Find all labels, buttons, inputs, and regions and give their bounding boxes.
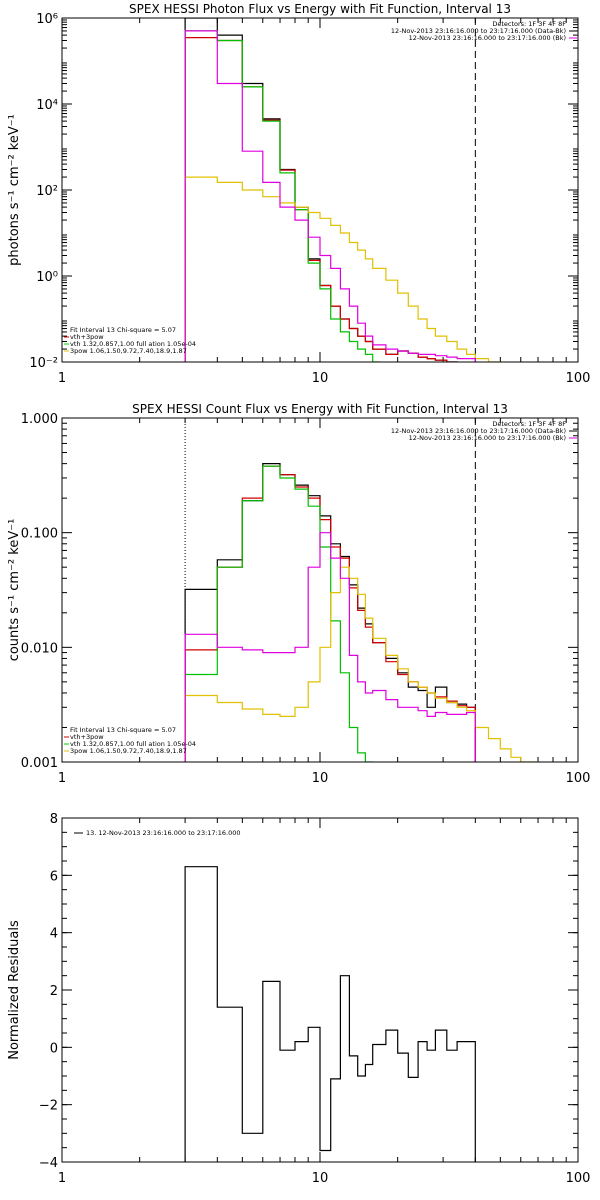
legend-entry: Detectors: 1F 3F 4F 8F <box>492 420 566 428</box>
x-tick-label: 1 <box>58 771 66 786</box>
photon-flux-panel: SPEX HESSI Photon Flux vs Energy with Fi… <box>7 2 590 386</box>
y-axis-label: photons s⁻¹ cm⁻² keV⁻¹ <box>7 114 22 266</box>
series-line-3 <box>184 176 501 362</box>
y-tick-label: 8 <box>50 812 58 827</box>
y-tick-label: 10⁰ <box>36 270 58 285</box>
legend-entry: vth 1.32,0.857,1.00 full ation 1.05e-04 <box>70 740 196 748</box>
x-tick-label: 100 <box>566 371 591 386</box>
legend-entry: 3pow 1.06,1.50,9.72,7.40,18.9,1.87 <box>70 347 187 355</box>
count-flux-panel: SPEX HESSI Count Flux vs Energy with Fit… <box>7 402 590 786</box>
y-axis-label: Normalized Residuals <box>7 920 22 1060</box>
series-line-0 <box>184 866 476 1162</box>
series-line-4 <box>184 30 476 362</box>
legend-entry: 12-Nov-2013 23:16:16.000 to 23:17:16.000… <box>409 434 566 442</box>
chart-title: SPEX HESSI Photon Flux vs Energy with Fi… <box>129 2 511 16</box>
series-line-1 <box>184 37 458 362</box>
series-line-3 <box>184 566 539 762</box>
x-tick-label: 100 <box>566 771 591 786</box>
y-tick-label: 0.001 <box>21 756 58 771</box>
plot-frame <box>61 817 579 1163</box>
y-tick-label: 0 <box>50 1041 58 1056</box>
residuals-panel: Normalized Residuals 1 10 100 8 6 4 2 0 −2 −4 13. 1… <box>7 812 590 1186</box>
y-tick-label: 10² <box>36 184 58 199</box>
y-tick-label: −4 <box>39 1156 58 1171</box>
x-tick-label: 10 <box>312 371 329 386</box>
y-tick-label: 1.000 <box>21 412 58 427</box>
y-tick-label: 6 <box>50 869 58 884</box>
chart-title: SPEX HESSI Count Flux vs Energy with Fit… <box>132 402 508 416</box>
plot-frame <box>61 17 579 363</box>
series-line-0 <box>184 463 476 762</box>
legend-entry: vth+3pow <box>70 733 104 741</box>
y-tick-label: 0.010 <box>21 641 58 656</box>
series-line-2 <box>184 465 374 762</box>
plot-frame <box>61 417 579 763</box>
y-tick-label: 4 <box>50 927 58 942</box>
series-line-2 <box>184 30 381 362</box>
x-tick-label: 1 <box>58 371 66 386</box>
y-tick-label: 10⁶ <box>36 12 58 27</box>
legend-entry: 13. 12-Nov-2013 23:16:16.000 to 23:17:16… <box>86 829 240 837</box>
x-tick-label: 10 <box>312 771 329 786</box>
legend-entry: 12-Nov-2013 23:16:16.000 to 23:17:16.000… <box>409 34 566 42</box>
y-tick-label: 10⁻² <box>29 356 58 371</box>
y-tick-label: 10⁴ <box>36 98 58 113</box>
legend-entry: Fit Interval 13 Chi-square = 5.07 <box>70 326 176 334</box>
legend-entry: 12-Nov-2013 23:16:16.000 to 23:17:16.000… <box>391 427 566 435</box>
x-tick-label: 100 <box>566 1171 591 1186</box>
legend-entry: Fit Interval 13 Chi-square = 5.07 <box>70 726 176 734</box>
legend-entry: vth+3pow <box>70 333 104 341</box>
legend-entry: 3pow 1.06,1.50,9.72,7.40,18.9,1.87 <box>70 747 187 755</box>
legend-entry: 12-Nov-2013 23:16:16.000 to 23:17:16.000… <box>391 27 566 35</box>
y-tick-label: −2 <box>39 1099 58 1114</box>
legend-entry: Detectors: 1F 3F 4F 8F <box>492 20 566 28</box>
y-tick-label: 2 <box>50 984 58 999</box>
x-tick-label: 10 <box>312 1171 329 1186</box>
y-tick-label: 0.100 <box>21 527 58 542</box>
series-line-4 <box>184 532 476 762</box>
y-axis-label: counts s⁻¹ cm⁻² keV⁻¹ <box>7 519 22 662</box>
legend-entry: vth 1.32,0.857,1.00 full ation 1.05e-04 <box>70 340 196 348</box>
x-tick-label: 1 <box>58 1171 66 1186</box>
